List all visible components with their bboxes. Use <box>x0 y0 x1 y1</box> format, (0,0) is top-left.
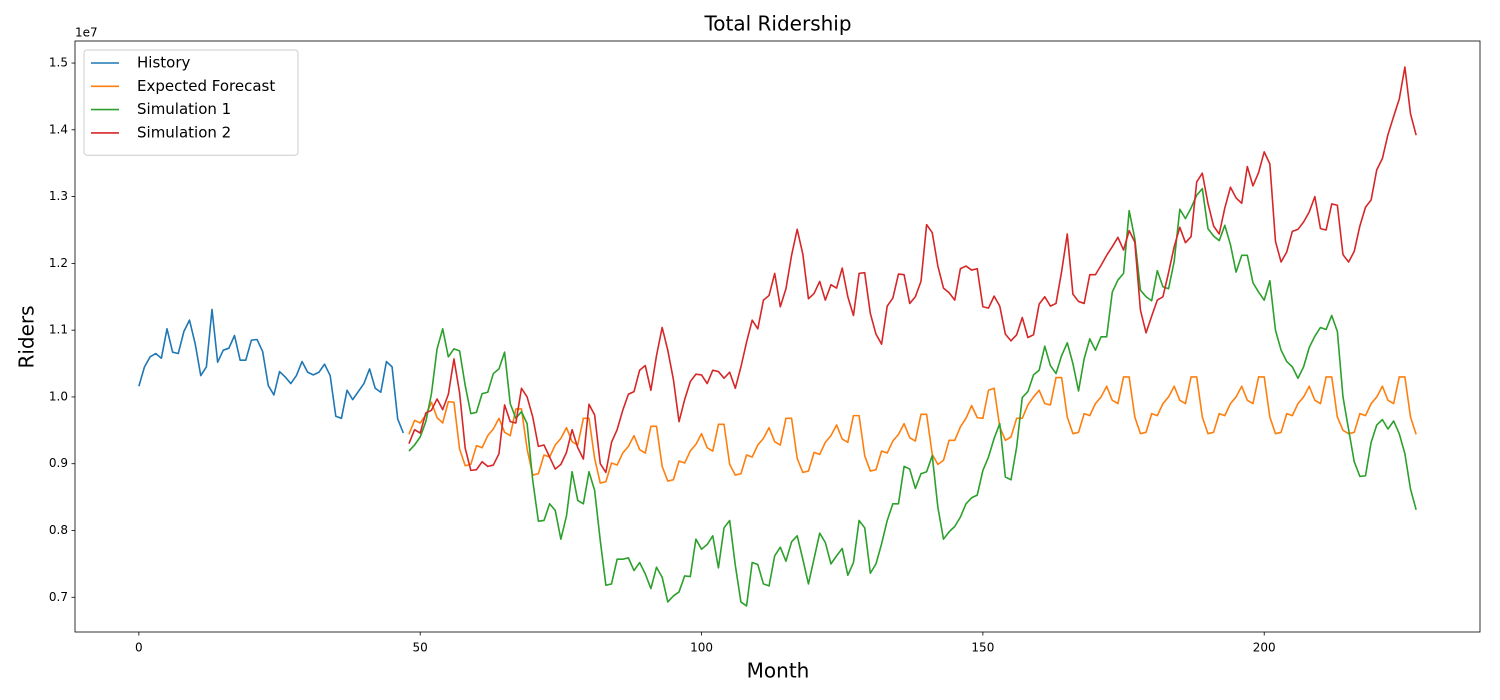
x-tick-label: 100 <box>690 641 713 655</box>
legend-label: Expected Forecast <box>137 77 275 95</box>
y-tick-label: 1.5 <box>49 56 68 70</box>
legend-label: Simulation 1 <box>137 100 231 118</box>
y-tick-label: 1.3 <box>49 189 68 203</box>
y-offset-label: 1e7 <box>75 26 98 40</box>
y-tick-label: 1.1 <box>49 323 68 337</box>
y-tick-label: 0.7 <box>49 590 68 604</box>
y-tick-label: 1.0 <box>49 389 68 403</box>
x-tick-label: 0 <box>135 641 143 655</box>
legend-label: Simulation 2 <box>137 123 231 141</box>
plot-frame <box>74 40 1481 633</box>
series-line <box>408 66 1417 474</box>
series-line <box>138 308 405 434</box>
series-line <box>408 187 1417 607</box>
y-tick-label: 1.2 <box>49 256 68 270</box>
y-axis-label: Riders <box>15 305 39 368</box>
x-tick-label: 200 <box>1253 641 1276 655</box>
y-tick-label: 1.4 <box>49 122 68 136</box>
x-tick-label: 150 <box>971 641 994 655</box>
legend-box <box>83 49 299 156</box>
x-axis-label: Month <box>747 659 810 683</box>
chart-title: Total Ridership <box>703 12 851 36</box>
legend-label: History <box>137 54 190 72</box>
y-tick-label: 0.8 <box>49 523 68 537</box>
x-tick-label: 50 <box>413 641 428 655</box>
y-tick-label: 0.9 <box>49 456 68 470</box>
